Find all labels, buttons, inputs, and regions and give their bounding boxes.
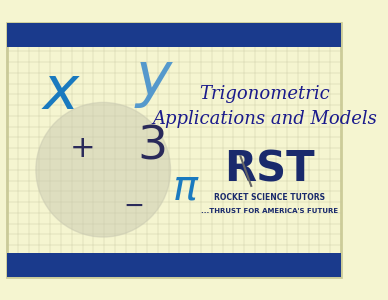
Text: $y$: $y$ xyxy=(134,50,175,110)
Bar xyxy=(7,253,341,278)
Text: $-$: $-$ xyxy=(123,194,143,217)
Text: RST: RST xyxy=(224,149,315,191)
Text: ...THRUST FOR AMERICA'S FUTURE: ...THRUST FOR AMERICA'S FUTURE xyxy=(201,208,338,214)
Text: $3$: $3$ xyxy=(137,123,165,168)
Circle shape xyxy=(36,102,170,237)
Text: $\pi$: $\pi$ xyxy=(172,167,199,209)
Text: Trigonometric
Applications and Models: Trigonometric Applications and Models xyxy=(152,85,377,128)
Text: $+$: $+$ xyxy=(69,133,93,164)
Bar xyxy=(7,22,341,47)
Text: $x$: $x$ xyxy=(41,62,81,122)
Text: ROCKET SCIENCE TUTORS: ROCKET SCIENCE TUTORS xyxy=(214,193,325,202)
